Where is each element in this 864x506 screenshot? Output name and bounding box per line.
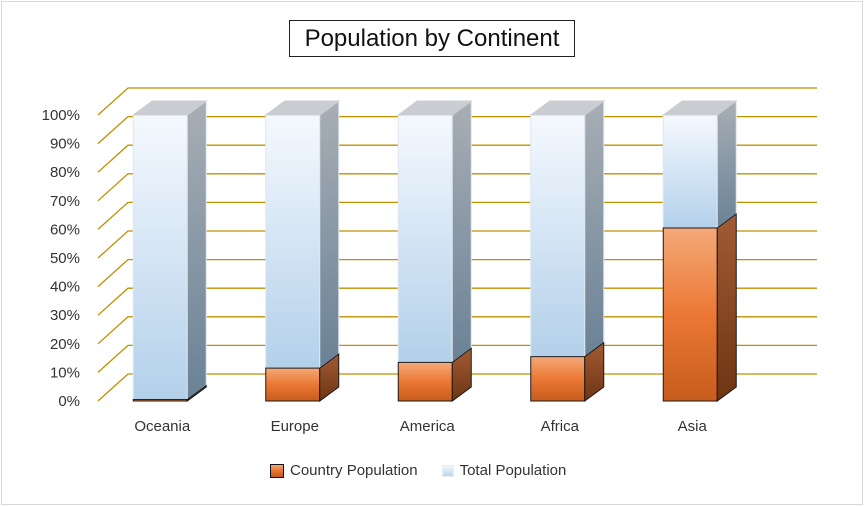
bar-total-america-front <box>397 114 453 363</box>
bar-total-oceania-front <box>132 114 188 401</box>
y-tick-label: 40% <box>50 279 80 296</box>
bar-cap-asia <box>661 100 738 116</box>
y-tick-label: 30% <box>50 307 80 324</box>
y-tick-label: 80% <box>50 164 80 181</box>
bar-total-africa-front <box>530 114 586 358</box>
bar-country-africa-front <box>530 356 586 402</box>
bar-total-europe-side <box>319 100 340 370</box>
bar-cap-oceania <box>131 100 208 116</box>
bar-total-asia-front <box>662 114 718 229</box>
legend-swatch-total <box>441 464 454 477</box>
bar-country-oceania-side <box>186 384 207 402</box>
y-tick-label: 60% <box>50 221 80 238</box>
bar-country-america <box>397 347 472 402</box>
bar-country-america-front <box>397 361 453 402</box>
legend-label-total: Total Population <box>459 462 567 479</box>
x-category-label: America <box>400 418 456 435</box>
legend-swatch-country <box>270 463 284 478</box>
bar-total-europe <box>265 100 340 370</box>
bar-country-africa-side <box>584 341 605 402</box>
bar-total-africa-side <box>584 100 605 358</box>
bar-country-oceania-front <box>132 399 188 402</box>
bar-cap-europe <box>264 100 341 116</box>
legend-label-country: Country Population <box>290 462 418 479</box>
y-tick-label: 90% <box>50 136 80 153</box>
y-tick-label: 100% <box>42 107 80 124</box>
x-category-label: Africa <box>541 418 580 435</box>
bar-total-asia-side <box>716 100 737 229</box>
bar-cap-america <box>396 100 473 116</box>
bar-total-america <box>397 100 472 364</box>
y-tick-label: 70% <box>50 193 80 210</box>
legend-item-country: Country Population <box>270 462 418 479</box>
bar-country-asia-side <box>716 212 737 402</box>
bar-country-europe-side <box>319 353 340 402</box>
x-category-label: Asia <box>678 418 708 435</box>
chart-title: Population by Continent <box>289 20 575 57</box>
bar-cap-africa <box>529 100 606 116</box>
bar-country-europe-front <box>265 367 321 402</box>
bar-total-asia <box>662 100 737 229</box>
bar-country-america-side <box>451 347 472 402</box>
legend-item-total: Total Population <box>441 462 567 479</box>
legend: Country Population Total Population <box>270 462 566 479</box>
y-tick-label: 20% <box>50 336 80 353</box>
bar-total-africa <box>530 100 605 358</box>
y-tick-label: 50% <box>50 250 80 267</box>
bar-country-africa <box>530 341 605 402</box>
bar-country-europe <box>265 353 340 402</box>
bar-total-oceania <box>132 100 207 401</box>
x-category-label: Europe <box>271 418 319 435</box>
bar-total-america-side <box>451 100 472 364</box>
gridline <box>97 87 817 116</box>
y-tick-label: 10% <box>50 364 80 381</box>
y-tick-label: 0% <box>58 393 80 410</box>
bar-country-asia-front <box>662 227 718 402</box>
x-category-label: Oceania <box>134 418 191 435</box>
bar-total-europe-front <box>265 114 321 369</box>
bar-country-oceania <box>132 384 207 402</box>
bar-country-asia <box>662 212 737 402</box>
bar-total-oceania-side <box>186 100 207 401</box>
